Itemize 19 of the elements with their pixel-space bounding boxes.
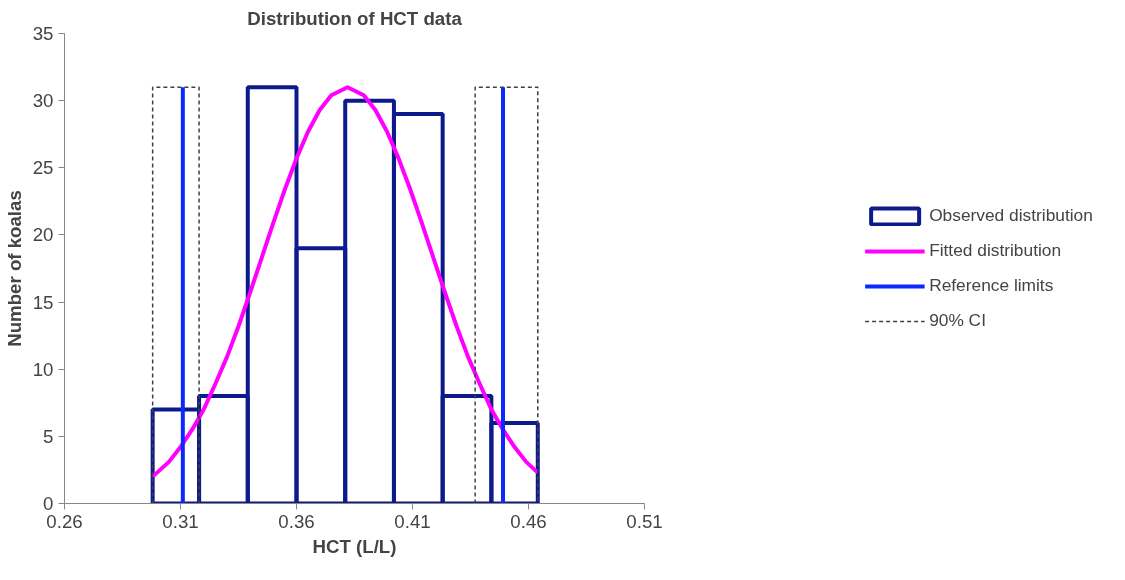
y-tick-label: 30 — [32, 90, 54, 112]
chart-title: Distribution of HCT data — [247, 7, 463, 29]
legend-label: Fitted distribution — [929, 240, 1062, 261]
legend-label: 90% CI — [929, 310, 986, 331]
y-tick-label: 25 — [32, 157, 54, 179]
y-tick-label: 35 — [32, 23, 54, 44]
x-axis-title: HCT (L/L) — [312, 535, 397, 557]
y-tick-label: 10 — [32, 358, 54, 380]
x-tick-label: 0.41 — [394, 510, 431, 532]
legend-label: Observed distribution — [929, 205, 1093, 226]
y-tick-label: 5 — [43, 425, 54, 447]
y-tick-label: 15 — [32, 291, 54, 313]
x-tick-label: 0.36 — [278, 510, 315, 532]
y-tick-label: 20 — [32, 224, 54, 246]
x-tick-label: 0.51 — [626, 510, 663, 532]
y-axis-title: Number of koalas — [3, 190, 25, 347]
x-tick-label: 0.31 — [162, 510, 199, 532]
legend-label: Reference limits — [929, 275, 1054, 296]
x-tick-label: 0.46 — [510, 510, 547, 532]
